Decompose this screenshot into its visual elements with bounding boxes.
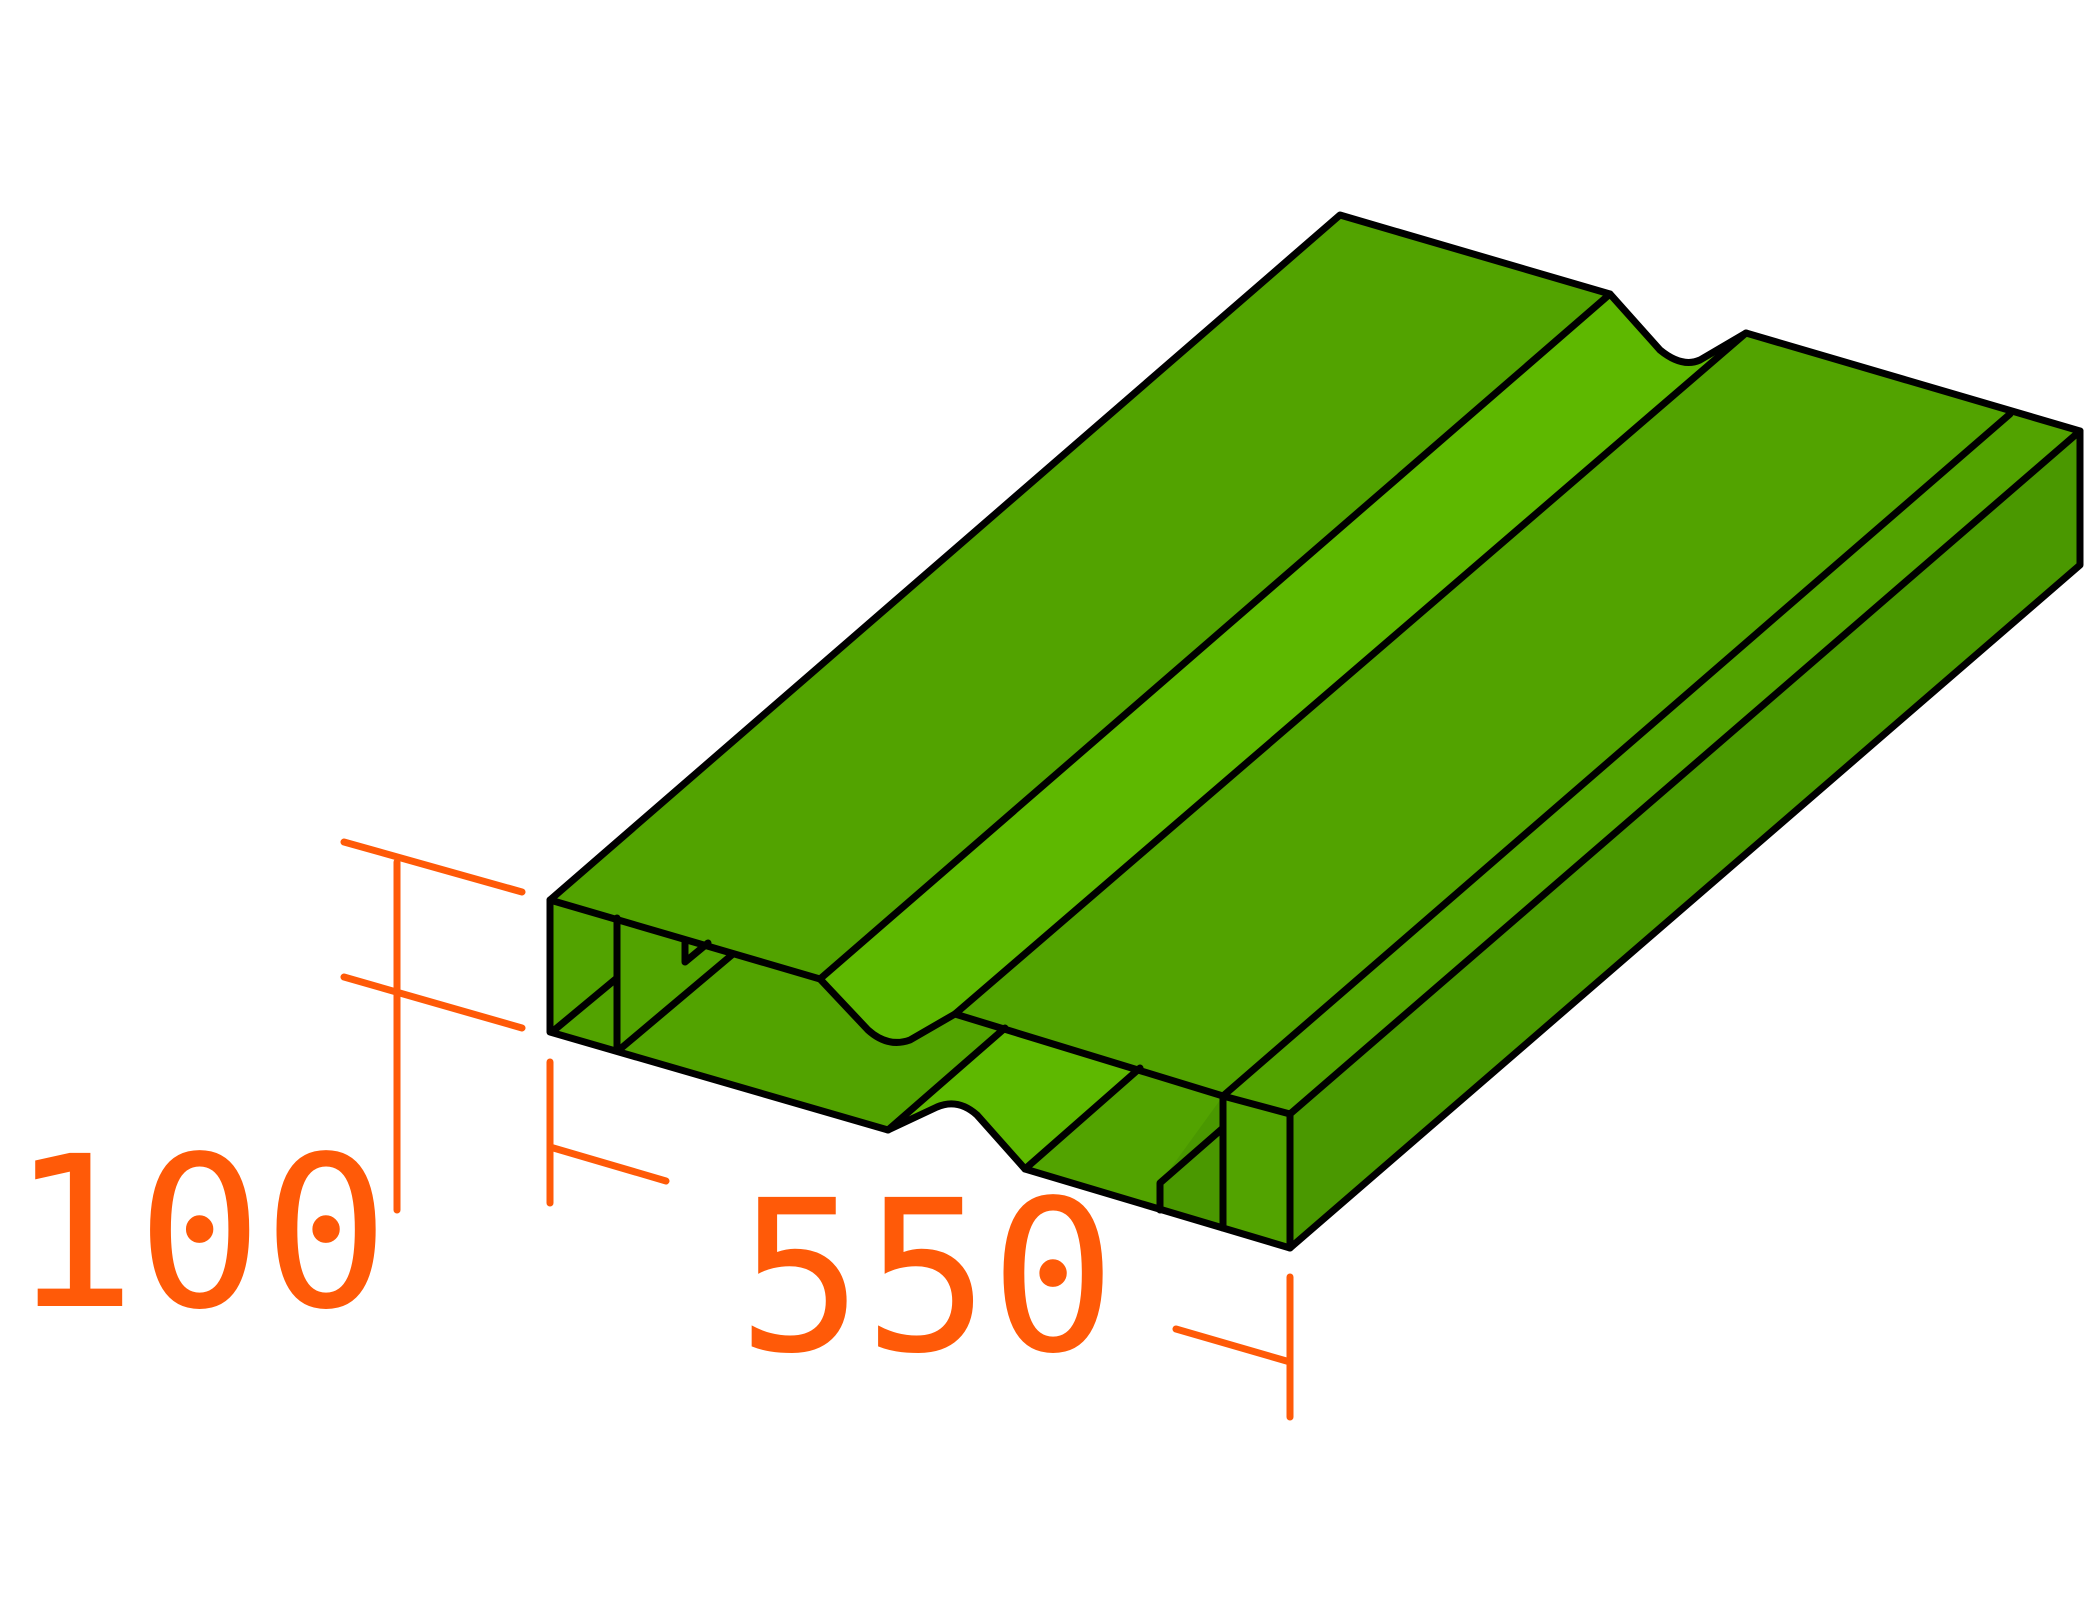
top-face-left [550, 215, 1610, 979]
height-dimension: 100 [10, 838, 526, 1356]
top-face-right [955, 333, 2080, 1114]
height-dimension-label: 100 [10, 1111, 389, 1356]
outline-edges [546, 211, 2084, 1252]
width-dimension-label: 550 [737, 1155, 1116, 1400]
front-face-right-pocket [1160, 1096, 1223, 1228]
groove-face [820, 294, 1746, 1043]
right-side-face [1290, 431, 2080, 1248]
width-dimension: 550 [546, 1058, 1294, 1421]
front-face-left [550, 900, 1005, 1130]
front-groove [888, 1028, 1140, 1169]
